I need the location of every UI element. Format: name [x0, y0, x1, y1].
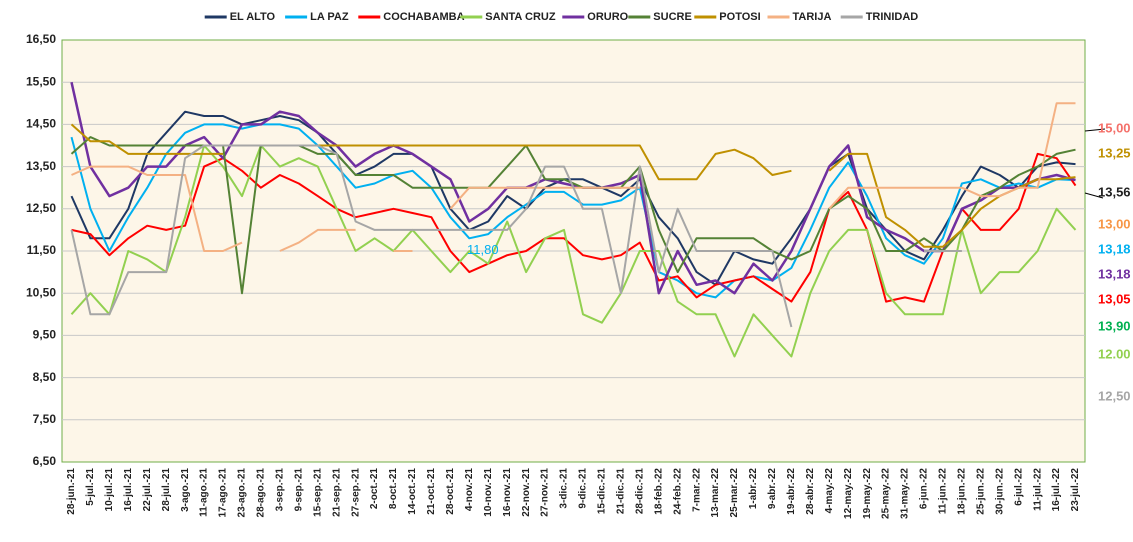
x-tick-label: 3-ago.-21 [180, 468, 191, 512]
x-tick-label: 31-may.-22 [900, 468, 911, 519]
x-tick-label: 15-dic.-21 [597, 468, 608, 515]
y-tick-label: 10,50 [26, 285, 56, 299]
y-tick-label: 8,50 [33, 370, 57, 384]
x-tick-label: 18-feb.-22 [653, 468, 664, 515]
x-tick-label: 28-jun.-21 [66, 468, 77, 515]
x-tick-label: 28-oct.-21 [445, 468, 456, 515]
legend-label: LA PAZ [310, 11, 349, 23]
y-tick-label: 7,50 [33, 412, 57, 426]
annotation: 13,18 [1098, 266, 1131, 281]
legend-label: SUCRE [653, 11, 692, 23]
x-tick-label: 14-oct.-21 [407, 468, 418, 515]
y-tick-label: 15,50 [26, 74, 56, 88]
x-tick-label: 21-sep.-21 [331, 468, 342, 517]
x-tick-label: 22-jul.-21 [142, 468, 153, 512]
connector [1084, 128, 1106, 132]
x-tick-label: 3-dic.-21 [559, 468, 570, 509]
x-tick-label: 25-may.-22 [881, 468, 892, 519]
annotation: 13,90 [1098, 318, 1131, 333]
series-line [71, 152, 1077, 303]
y-tick-label: 11,50 [27, 243, 57, 257]
x-tick-label: 1-abr.-22 [748, 468, 759, 510]
legend-label: TARIJA [793, 11, 832, 23]
x-tick-label: 11-ago.-21 [199, 468, 210, 517]
annotation: 13,56 [1098, 184, 1131, 199]
x-tick-label: 16-jul.-21 [123, 468, 134, 512]
x-tick-label: 6-jun.-22 [919, 468, 930, 510]
y-tick-label: 12,50 [26, 201, 56, 215]
x-tick-label: 5-jul.-21 [85, 468, 96, 506]
annotation: 13,18 [1098, 241, 1131, 256]
series-line [70, 123, 1076, 248]
x-tick-label: 11-jul.-22 [1032, 468, 1043, 511]
y-tick-label: 6,50 [33, 454, 57, 468]
series-line [70, 136, 1076, 295]
x-tick-label: 21-dic.-21 [616, 468, 627, 515]
x-tick-label: 28-ago.-21 [256, 468, 267, 518]
x-tick-label: 23-ago.-21 [237, 468, 248, 518]
x-tick-label: 28-abr.-22 [805, 468, 816, 515]
x-tick-label: 27-nov.-21 [540, 468, 551, 517]
x-tick-label: 17-ago.-21 [218, 468, 229, 518]
x-tick-label: 23-jul.-22 [1070, 468, 1081, 512]
x-tick-label: 18-jun.-22 [957, 468, 968, 515]
y-tick-label: 16,50 [26, 32, 56, 46]
x-tick-label: 22-nov.-21 [521, 468, 532, 517]
x-tick-label: 9-abr.-22 [767, 468, 778, 510]
x-tick-label: 13-mar.-22 [710, 468, 721, 518]
x-tick-label: 30-jun.-22 [994, 468, 1005, 515]
x-tick-label: 9-dic.-21 [578, 468, 589, 509]
x-tick-label: 24-feb.-22 [672, 468, 683, 515]
series-line [70, 144, 1077, 358]
annotation: 13,05 [1098, 291, 1131, 306]
x-tick-label: 4-may.-22 [824, 468, 835, 514]
annotation: 13,25 [1098, 145, 1131, 160]
inline-label: 11,80 [467, 242, 499, 257]
x-tick-label: 16-nov.-21 [502, 468, 513, 517]
series-line [71, 102, 1076, 252]
x-tick-label: 27-sep.-21 [350, 468, 361, 517]
connector [1084, 192, 1104, 199]
legend-label: COCHABAMBA [383, 11, 464, 23]
annotation: 15,00 [1098, 120, 1131, 135]
x-tick-label: 25-mar.-22 [729, 468, 740, 518]
x-tick-label: 12-may.-22 [843, 468, 854, 519]
series-line [70, 110, 1076, 286]
x-tick-label: 3-sep.-21 [275, 468, 286, 512]
x-tick-label: 21-oct.-21 [426, 468, 437, 515]
x-tick-label: 10-nov.-21 [483, 468, 494, 517]
x-tick-label: 10-jul.-21 [104, 468, 115, 512]
x-tick-label: 7-mar.-22 [691, 468, 702, 512]
series-line [70, 144, 962, 328]
x-tick-label: 28-jul.-21 [161, 468, 172, 512]
annotation: 12.00 [1098, 346, 1131, 361]
y-tick-label: 14,50 [26, 117, 56, 131]
x-tick-label: 8-oct.-21 [388, 468, 399, 510]
x-tick-label: 6-jul.-22 [1013, 468, 1024, 506]
x-tick-label: 15-sep.-21 [312, 468, 323, 517]
legend-label: SANTA CRUZ [485, 11, 556, 23]
y-tick-label: 13,50 [26, 159, 56, 173]
x-tick-label: 25-jun.-22 [975, 468, 986, 515]
x-tick-label: 19-may.-22 [862, 468, 873, 519]
annotation: 12,50 [1098, 388, 1131, 403]
x-tick-label: 19-abr.-22 [786, 468, 797, 515]
x-tick-label: 4-nov.-21 [464, 468, 475, 512]
x-tick-label: 2-oct.-21 [369, 468, 380, 510]
legend-label: TRINIDAD [866, 11, 919, 23]
annotation: 13,00 [1098, 216, 1131, 231]
x-tick-label: 9-sep.-21 [293, 468, 304, 512]
x-tick-label: 28-dic.-21 [634, 468, 645, 515]
legend-label: EL ALTO [230, 11, 276, 23]
x-tick-label: 11-jun.-22 [938, 468, 949, 515]
x-tick-label: 16-jul.-22 [1051, 468, 1062, 512]
y-tick-label: 9,50 [33, 328, 57, 342]
legend-label: ORURO [587, 11, 628, 23]
legend-label: POTOSI [719, 11, 760, 23]
